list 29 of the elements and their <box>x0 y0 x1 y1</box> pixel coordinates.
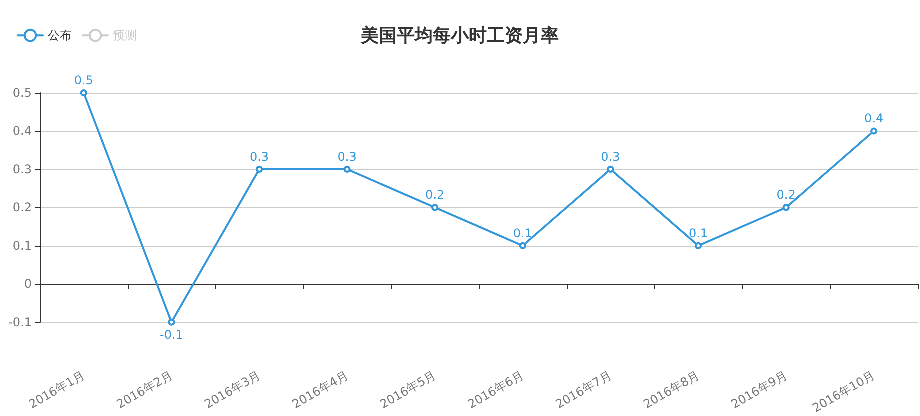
data-label: 0.1 <box>688 226 708 240</box>
y-tick-label: 0.3 <box>12 162 32 176</box>
point <box>519 242 526 250</box>
y-tick-label: 0.5 <box>12 86 32 100</box>
data-label: -0.1 <box>160 328 184 342</box>
y-tick-label: 0.2 <box>12 200 32 215</box>
legend-label: 公布 <box>48 28 72 43</box>
point <box>607 166 614 173</box>
data-label: 0.1 <box>513 226 532 240</box>
point <box>80 90 88 96</box>
data-label: 0.3 <box>338 150 357 164</box>
data-label: 0.4 <box>864 112 884 126</box>
data-label: 0.2 <box>426 188 445 202</box>
point <box>870 128 878 135</box>
point <box>782 204 790 212</box>
point <box>432 204 439 212</box>
point <box>695 242 702 250</box>
y-tick-label: 0 <box>24 277 32 292</box>
chart-title: 美国平均每小时工资月率 <box>360 26 559 46</box>
point <box>168 318 176 326</box>
data-label: 0.3 <box>250 150 270 164</box>
data-label: 0.5 <box>74 74 94 88</box>
data-label: 0.3 <box>601 150 620 164</box>
point <box>344 166 351 173</box>
y-tick-label: 0.1 <box>12 238 32 253</box>
y-tick-label: 0.4 <box>12 124 32 138</box>
point <box>256 166 263 173</box>
data-label: 0.2 <box>776 188 796 202</box>
y-tick-label: -0.1 <box>8 315 32 330</box>
